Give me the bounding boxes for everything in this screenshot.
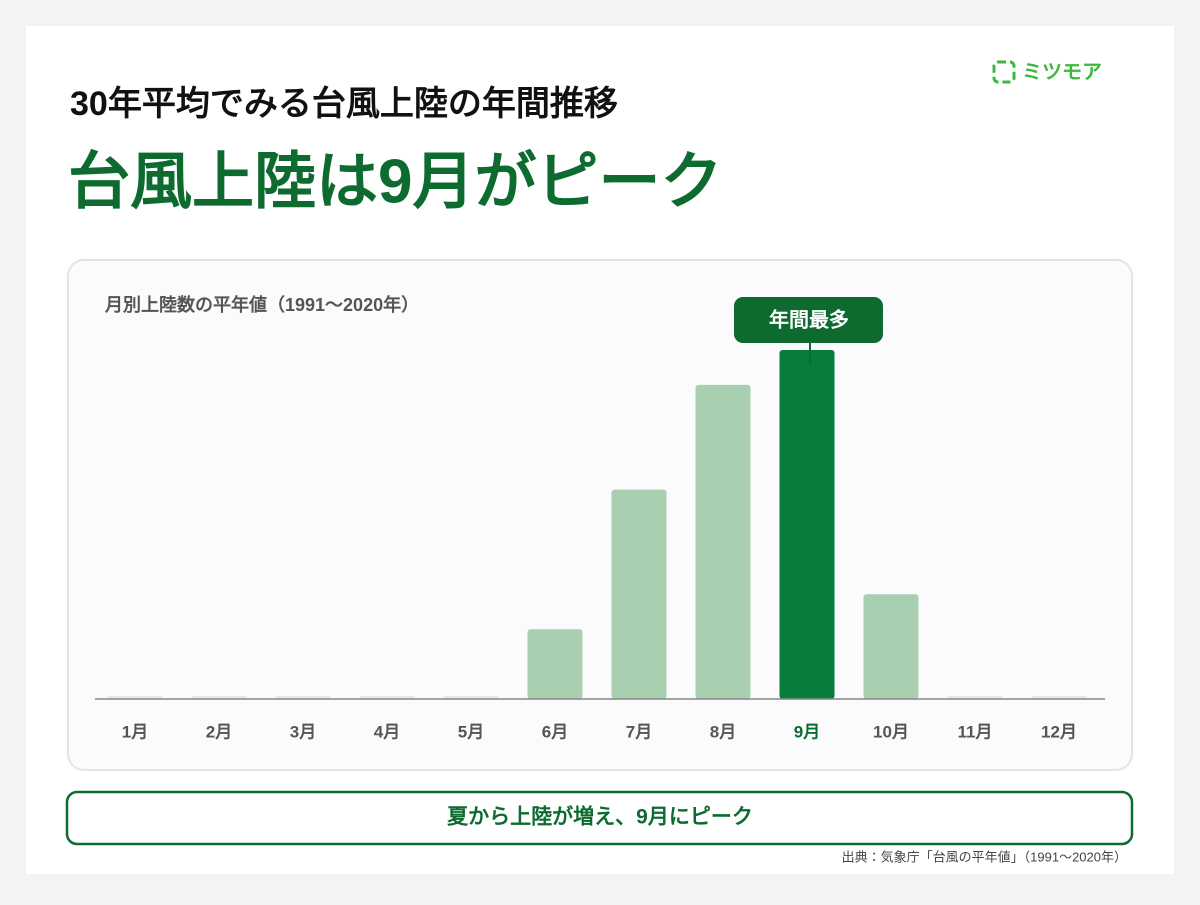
x-tick-label: 12月 (1041, 722, 1077, 741)
x-tick-label: 2月 (206, 722, 232, 741)
bar (779, 350, 835, 699)
summary-box (65, 790, 1134, 846)
logo-icon (992, 60, 1016, 84)
bar (527, 629, 583, 699)
source: 出典：気象庁「台風の平年値」（1991〜2020年） (842, 849, 1127, 864)
summary: 夏から上陸が増え、9月にピーク (447, 805, 753, 829)
x-tick-label: 8月 (710, 722, 736, 741)
x-tick-label: 4月 (374, 722, 400, 741)
logo: ミツモア (992, 60, 1102, 84)
x-tick-label: 6月 (542, 722, 568, 741)
bar (863, 594, 919, 699)
bar (695, 384, 751, 699)
x-tick-label: 5月 (458, 722, 484, 741)
x-tick-label: 9月 (794, 722, 820, 741)
x-tick-label: 1月 (122, 722, 148, 741)
chart-panel (67, 259, 1133, 771)
bar (611, 489, 667, 699)
headline: 台風上陸は9月がピーク (68, 147, 722, 216)
page-title: 30年平均でみる台風上陸の年間推移 (70, 85, 618, 123)
annotation-box (734, 297, 883, 343)
x-tick-label: 7月 (626, 722, 652, 741)
chart-title: 月別上陸数の平年値（1991〜2020年） (104, 294, 419, 315)
logo-text: ミツモア (1022, 61, 1102, 83)
x-tick-label: 3月 (290, 722, 316, 741)
x-tick-label: 11月 (958, 722, 993, 741)
annotation: 年間最多 (769, 307, 849, 331)
x-tick-label: 10月 (873, 722, 909, 741)
plot: 1月 2月 3月 4月 5月 6月 7月 8月 9月 10月 11月 12月 年間最多 (107, 297, 1087, 741)
